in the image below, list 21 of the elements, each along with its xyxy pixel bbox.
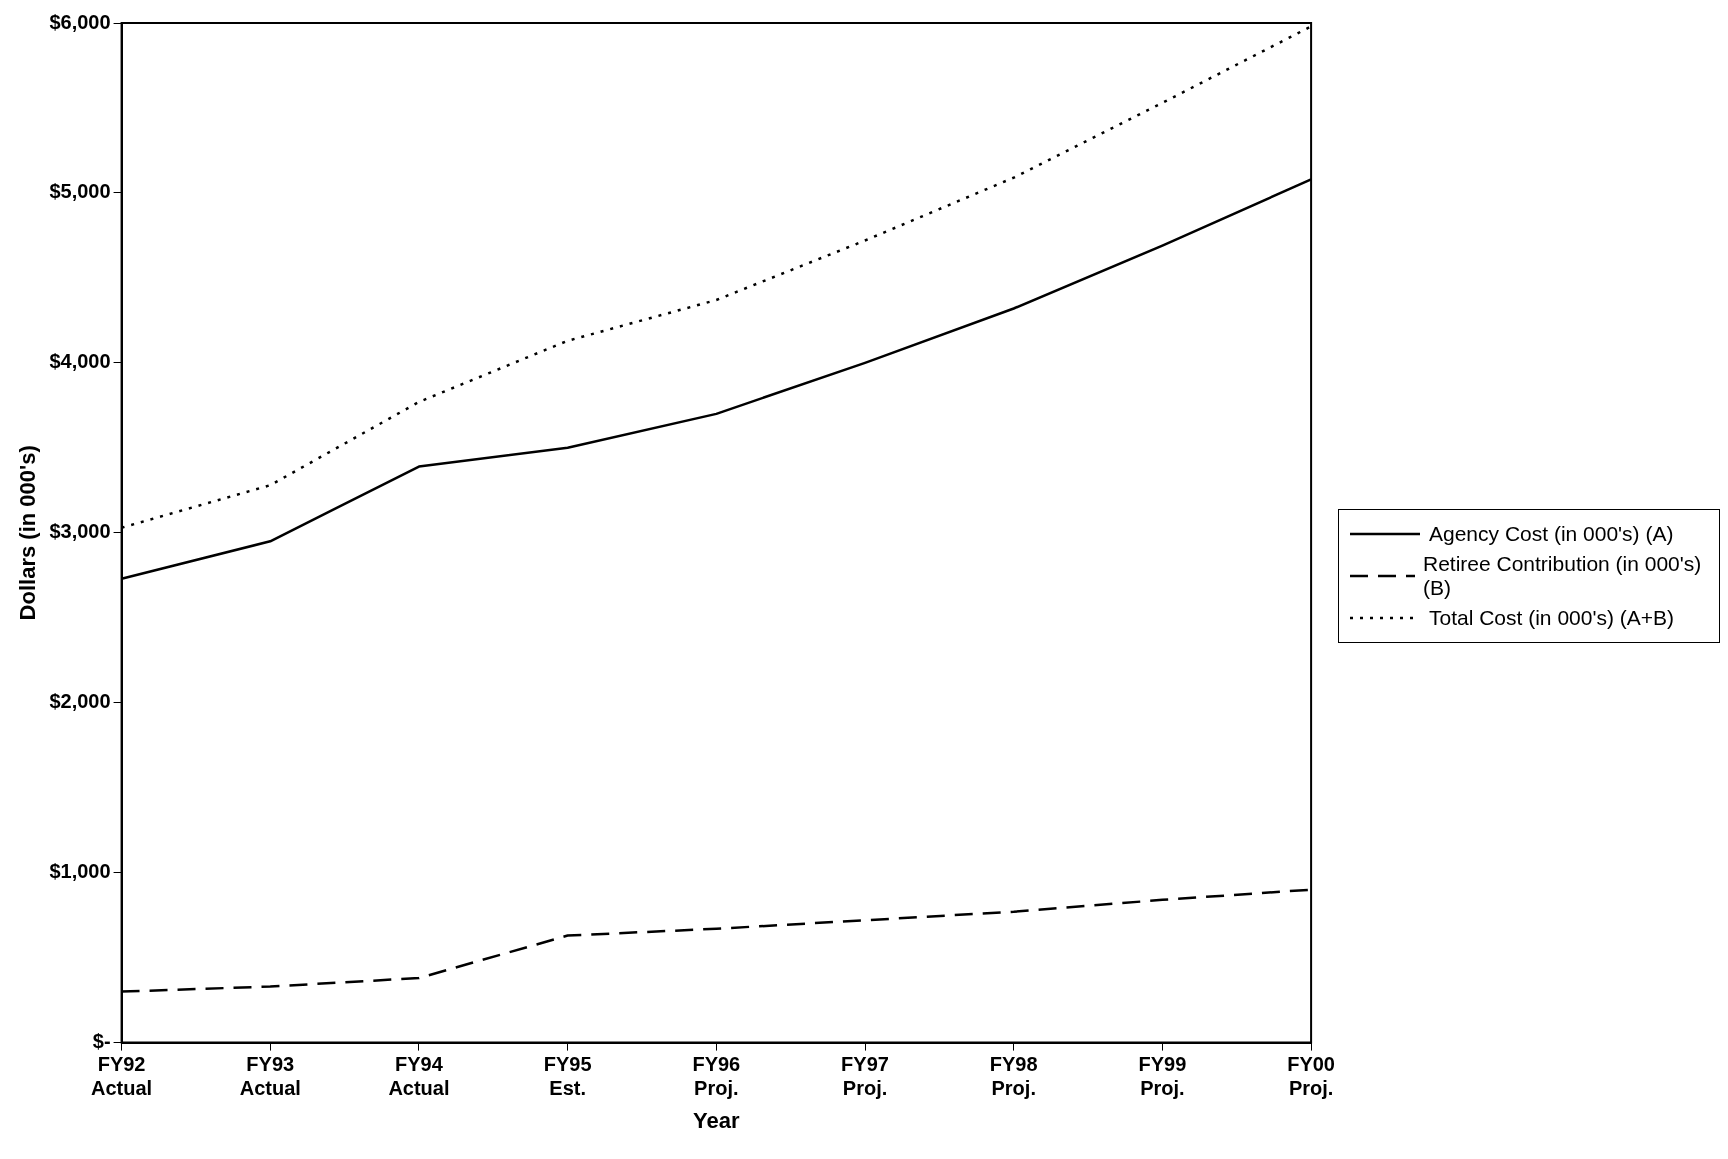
x-tick-label: FY00 Proj.: [1287, 1053, 1335, 1100]
x-tick-label: FY95 Est.: [543, 1053, 592, 1100]
x-axis-title: Year: [693, 1107, 741, 1133]
legend-label: Agency Cost (in 000's) (A): [1429, 521, 1674, 546]
x-tick-label: FY94 Actual: [388, 1053, 450, 1100]
legend-label: Retiree Contribution (in 000's) (B): [1422, 551, 1703, 600]
x-tick-label: FY97 Proj.: [841, 1053, 889, 1100]
x-tick-label: FY98 Proj.: [989, 1053, 1038, 1100]
y-tick-label: $2,000: [49, 690, 111, 713]
x-tick-label: FY96 Proj.: [692, 1053, 741, 1100]
y-tick-label: $1,000: [49, 860, 111, 883]
y-tick-label: $-: [92, 1030, 111, 1053]
x-tick-label: FY92 Actual: [91, 1053, 153, 1100]
y-tick-label: $4,000: [49, 350, 111, 373]
y-axis-title: Dollars (in 000's): [15, 445, 41, 621]
y-tick-label: $3,000: [49, 520, 111, 543]
y-tick-label: $5,000: [49, 180, 111, 203]
y-tick-label: $6,000: [49, 10, 111, 33]
x-tick-label: FY93 Actual: [239, 1053, 301, 1100]
x-tick-label: FY99 Proj.: [1138, 1053, 1187, 1100]
legend-label: Total Cost (in 000's) (A+B): [1429, 605, 1675, 630]
